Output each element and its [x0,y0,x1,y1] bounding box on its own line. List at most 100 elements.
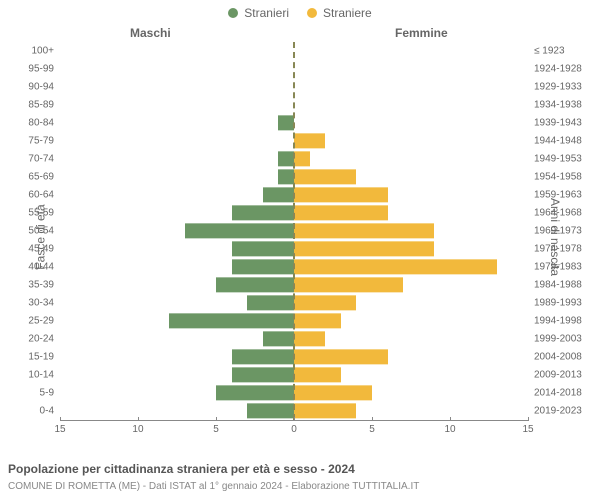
bar-female [294,331,325,346]
bar-male [216,385,294,400]
legend-label-female: Straniere [323,6,372,20]
age-label: 35-39 [28,280,54,291]
bar-male [247,295,294,310]
age-label: 5-9 [40,388,54,399]
legend-item-male: Stranieri [228,6,289,20]
birth-year-label: 2019-2023 [534,406,582,417]
x-tick-label: 0 [291,424,297,435]
x-tick [216,417,217,421]
bar-female [294,295,356,310]
legend-item-female: Straniere [307,6,372,20]
bar-female [294,403,356,418]
birth-year-label: 1994-1998 [534,316,582,327]
age-label: 50-54 [28,226,54,237]
birth-year-label: 2004-2008 [534,352,582,363]
population-pyramid-chart: Stranieri Straniere Maschi Femmine Fasce… [0,0,600,500]
bar-male [232,259,294,274]
bar-female [294,259,497,274]
bar-male [263,187,294,202]
age-label: 70-74 [28,154,54,165]
birth-year-label: 1954-1958 [534,172,582,183]
age-label: 40-44 [28,262,54,273]
birth-year-label: 1949-1953 [534,154,582,165]
age-label: 30-34 [28,298,54,309]
bar-female [294,187,388,202]
bar-male [216,277,294,292]
legend-swatch-female [307,8,317,18]
bar-female [294,367,341,382]
x-tick [294,417,295,421]
age-label: 80-84 [28,118,54,129]
x-tick [450,417,451,421]
bar-female [294,241,434,256]
age-label: 95-99 [28,64,54,75]
plot-area: 100+≤ 192395-991924-192890-941929-193385… [60,42,528,440]
bar-female [294,151,310,166]
bar-female [294,277,403,292]
bar-female [294,385,372,400]
bar-female [294,169,356,184]
x-tick-label: 10 [132,424,143,435]
bar-male [232,205,294,220]
legend-label-male: Stranieri [244,6,289,20]
bar-female [294,205,388,220]
chart-source: COMUNE DI ROMETTA (ME) - Dati ISTAT al 1… [8,481,419,492]
birth-year-label: 2014-2018 [534,388,582,399]
bar-male [247,403,294,418]
age-label: 10-14 [28,370,54,381]
x-tick [528,417,529,421]
birth-year-label: 1989-1993 [534,298,582,309]
x-tick [138,417,139,421]
bar-female [294,349,388,364]
bar-male [278,169,294,184]
bar-female [294,313,341,328]
x-tick-label: 5 [213,424,219,435]
bar-male [232,241,294,256]
center-dashed-line [293,42,295,420]
bar-male [185,223,294,238]
birth-year-label: ≤ 1923 [534,46,565,57]
age-label: 100+ [31,46,54,57]
side-title-female: Femmine [395,26,448,40]
x-tick [372,417,373,421]
side-title-male: Maschi [130,26,171,40]
birth-year-label: 1939-1943 [534,118,582,129]
birth-year-label: 1959-1963 [534,190,582,201]
birth-year-label: 2009-2013 [534,370,582,381]
x-tick [60,417,61,421]
bar-male [278,151,294,166]
bar-male [169,313,294,328]
age-label: 45-49 [28,244,54,255]
age-label: 85-89 [28,100,54,111]
birth-year-label: 1974-1978 [534,244,582,255]
x-axis: 15105051015 [60,420,528,440]
chart-title: Popolazione per cittadinanza straniera p… [8,462,355,476]
birth-year-label: 1964-1968 [534,208,582,219]
legend: Stranieri Straniere [0,0,600,20]
age-label: 60-64 [28,190,54,201]
bar-female [294,133,325,148]
birth-year-label: 1934-1938 [534,100,582,111]
bar-male [278,115,294,130]
x-tick-label: 15 [522,424,533,435]
birth-year-label: 1984-1988 [534,280,582,291]
age-label: 90-94 [28,82,54,93]
bar-male [232,349,294,364]
age-label: 55-59 [28,208,54,219]
bar-male [263,331,294,346]
birth-year-label: 1924-1928 [534,64,582,75]
bar-male [232,367,294,382]
x-tick-label: 15 [54,424,65,435]
x-tick-label: 5 [369,424,375,435]
age-label: 75-79 [28,136,54,147]
age-label: 0-4 [40,406,54,417]
birth-year-label: 1944-1948 [534,136,582,147]
birth-year-label: 1979-1983 [534,262,582,273]
birth-year-label: 1969-1973 [534,226,582,237]
age-label: 15-19 [28,352,54,363]
x-tick-label: 10 [444,424,455,435]
age-label: 25-29 [28,316,54,327]
birth-year-label: 1929-1933 [534,82,582,93]
age-label: 20-24 [28,334,54,345]
bar-female [294,223,434,238]
